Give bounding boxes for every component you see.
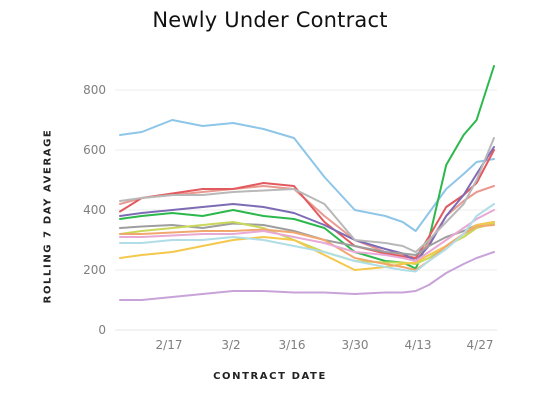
x-tick-labels: 2/17 3/2 3/16 3/30 4/13 4/27 (156, 338, 494, 352)
y-tick-label: 200 (83, 263, 106, 277)
series-line-1 (119, 119, 495, 232)
x-tick-label: 3/2 (221, 338, 240, 352)
series-lines (119, 65, 495, 301)
y-tick-label: 600 (83, 143, 106, 157)
y-tick-label: 400 (83, 203, 106, 217)
series-line-12 (119, 203, 495, 273)
chart-title: Newly Under Contract (152, 8, 388, 32)
y-tick-label: 0 (98, 323, 106, 337)
series-line-11 (119, 209, 495, 262)
series-line-10 (119, 224, 495, 271)
y-tick-label: 800 (83, 83, 106, 97)
x-tick-label: 3/16 (279, 338, 306, 352)
series-line-13 (119, 251, 495, 301)
x-axis-label: CONTRACT DATE (213, 371, 327, 382)
series-line-2 (119, 65, 495, 270)
x-tick-label: 4/27 (467, 338, 494, 352)
x-tick-label: 2/17 (156, 338, 183, 352)
y-tick-labels: 0 200 400 600 800 (83, 83, 106, 337)
x-tick-label: 3/30 (342, 338, 369, 352)
series-line-6 (119, 137, 495, 253)
x-tick-label: 4/13 (405, 338, 432, 352)
